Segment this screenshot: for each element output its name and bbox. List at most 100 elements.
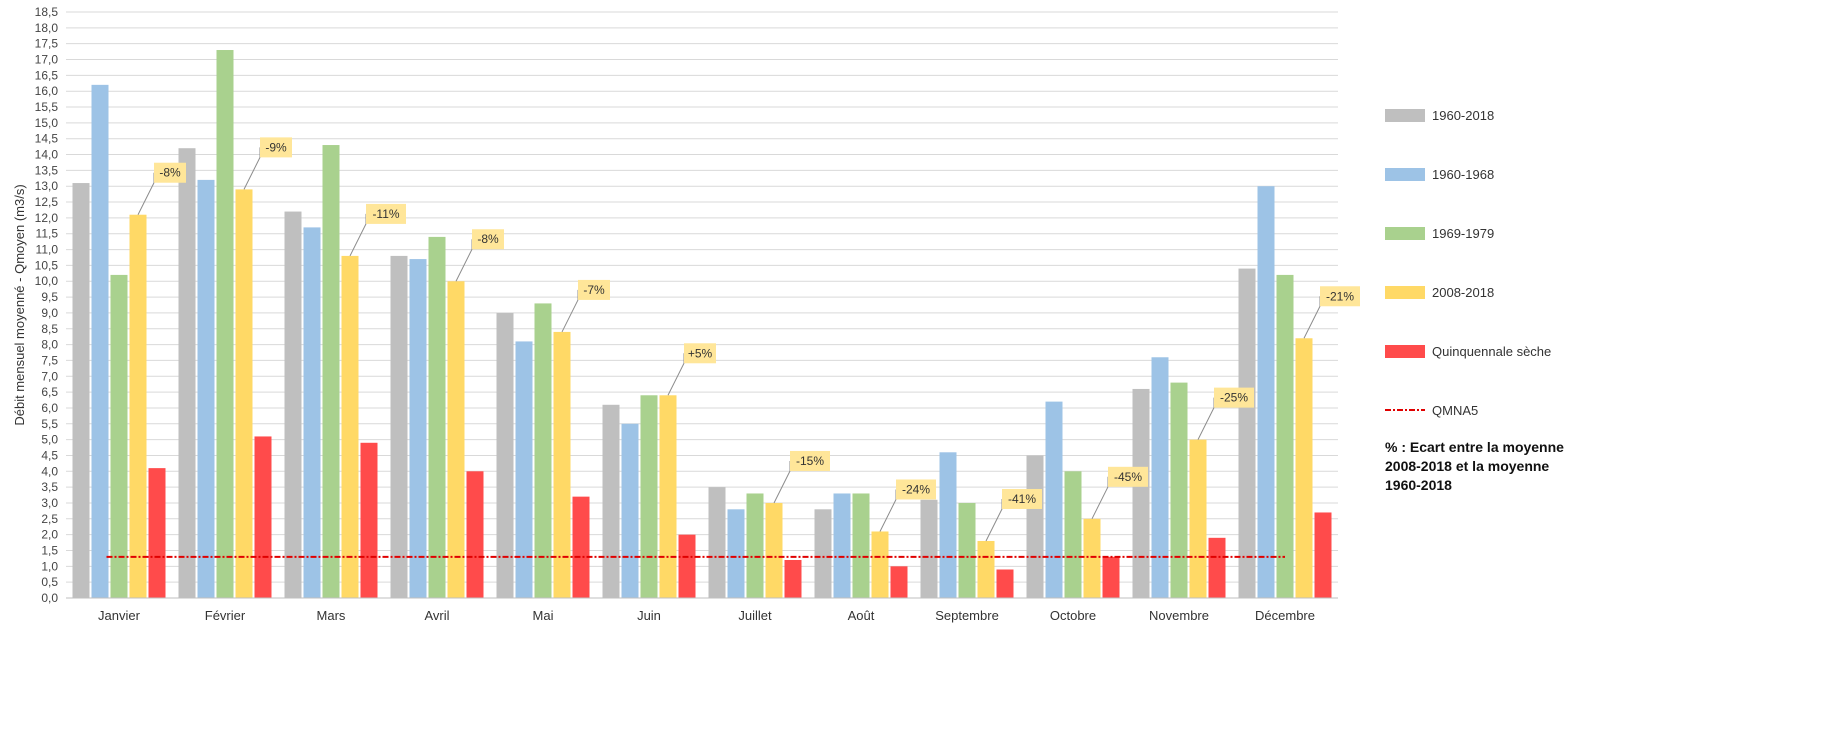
bar-1969-1979-Septembre [958, 502, 976, 598]
legend-label: 1969-1979 [1432, 226, 1494, 241]
x-tick-label: Avril [424, 608, 449, 623]
bar-2008-2018-Mai [553, 331, 571, 598]
legend: 1960-2018 1960-1968 1969-1979 2008-2018 Quin… [1385, 108, 1564, 493]
y-tick-label: 8,5 [41, 322, 58, 336]
y-tick-label: 1,0 [41, 559, 58, 573]
y-tick-label: 15,0 [35, 116, 59, 130]
bar-Quinquennale sèche-Janvier [148, 468, 166, 598]
y-tick-label: 11,5 [36, 227, 59, 241]
legend-label: 1960-1968 [1432, 167, 1494, 182]
callout-leader [137, 172, 155, 215]
y-tick-label: 9,0 [41, 306, 58, 320]
y-tick-label: 0,0 [41, 591, 58, 605]
x-tick-label: Mars [317, 608, 346, 623]
callout-leader [1091, 476, 1109, 520]
bar-1969-1979-Février [216, 50, 234, 599]
y-tick-label: 5,5 [41, 417, 58, 431]
callout-box [578, 279, 610, 300]
callout-label: -24% [902, 482, 930, 496]
callout-label: +5% [688, 346, 713, 360]
bar-1969-1979-Mars [322, 145, 340, 598]
bar-1960-2018-Octobre [1026, 455, 1044, 598]
bar-2008-2018-Octobre [1083, 518, 1101, 598]
legend-label: 1960-2018 [1432, 108, 1494, 123]
bar-1960-2018-Septembre [920, 499, 938, 598]
bar-1960-2018-Mars [284, 211, 302, 598]
bar-Quinquennale sèche-Septembre [996, 569, 1014, 598]
x-tick-label: Juin [637, 608, 661, 623]
y-tick-label: 9,5 [41, 290, 58, 304]
bar-1960-1968-Mai [515, 341, 533, 598]
bar-2008-2018-Novembre [1189, 439, 1207, 598]
y-tick-label: 13,5 [35, 163, 59, 177]
note-text: 2008-2018 et la moyenne [1385, 458, 1549, 474]
callout-label: -8% [159, 166, 181, 180]
bar-2008-2018-Juin [659, 395, 677, 598]
note-text: % : Ecart entre la moyenne [1385, 439, 1564, 455]
y-axis-title: Débit mensuel moyenné - Qmoyen (m3/s) [12, 184, 27, 425]
x-tick-label: Janvier [98, 608, 141, 623]
bar-2008-2018-Juillet [765, 502, 783, 598]
bar-Quinquennale sèche-Février [254, 436, 272, 598]
bar-1969-1979-Juillet [746, 493, 764, 598]
y-tick-label: 5,0 [41, 433, 58, 447]
bar-1960-2018-Avril [390, 255, 408, 598]
callout-label: -11% [372, 207, 399, 221]
legend-swatch [1385, 345, 1425, 358]
bar-1969-1979-Avril [428, 236, 446, 599]
bars [72, 50, 1332, 599]
y-tick-label: 11,0 [36, 243, 59, 257]
bar-1969-1979-Décembre [1276, 274, 1294, 598]
grid [66, 11, 1338, 599]
bar-1960-2018-Décembre [1238, 268, 1256, 598]
bar-1960-1968-Juillet [727, 509, 745, 598]
callout-leader [1197, 397, 1215, 440]
y-tick-label: 12,0 [35, 211, 59, 225]
bar-Quinquennale sèche-Avril [466, 471, 484, 598]
callout-label: -41% [1008, 492, 1036, 506]
y-tick-label: 15,5 [35, 100, 59, 114]
callout-box [790, 450, 830, 471]
bar-Quinquennale sèche-Décembre [1314, 512, 1332, 598]
y-tick-label: 6,5 [41, 385, 58, 399]
callout-box [684, 343, 716, 364]
y-tick-label: 8,0 [41, 338, 58, 352]
bar-1960-1968-Novembre [1151, 357, 1169, 598]
legend-label: Quinquennale sèche [1432, 344, 1551, 359]
x-tick-label: Novembre [1149, 608, 1209, 623]
bar-1960-2018-Mai [496, 312, 514, 598]
callout-leader [455, 239, 473, 282]
bar-1969-1979-Mai [534, 303, 552, 598]
y-tick-label: 0,5 [41, 575, 58, 589]
callout-leader [1303, 296, 1321, 339]
bar-1960-2018-Janvier [72, 183, 90, 598]
bar-1969-1979-Janvier [110, 274, 128, 598]
callout-box [1108, 466, 1148, 487]
x-tick-label: Septembre [935, 608, 999, 623]
bar-2008-2018-Août [871, 531, 889, 598]
bar-1969-1979-Octobre [1064, 471, 1082, 598]
bar-1960-1968-Août [833, 493, 851, 598]
callout-leader [667, 353, 685, 396]
bar-1969-1979-Août [852, 493, 870, 598]
y-tick-label: 14,5 [35, 132, 59, 146]
y-tick-label: 17,5 [35, 37, 59, 51]
callout-box [1002, 488, 1042, 509]
bar-1960-1968-Mars [303, 227, 321, 598]
bar-Quinquennale sèche-Mai [572, 496, 590, 598]
callout-label: -8% [477, 232, 499, 246]
bar-1969-1979-Juin [640, 395, 658, 598]
callout-box [1320, 286, 1360, 307]
legend-label: QMNA5 [1432, 403, 1478, 418]
y-tick-label: 14,0 [35, 148, 59, 162]
y-tick-label: 10,0 [35, 274, 59, 288]
y-tick-label: 18,0 [35, 21, 59, 35]
x-tick-label: Mai [533, 608, 554, 623]
legend-swatch [1385, 168, 1425, 181]
bar-1960-1968-Juin [621, 423, 639, 598]
legend-swatch [1385, 109, 1425, 122]
x-tick-label: Décembre [1255, 608, 1315, 623]
bar-1960-2018-Février [178, 148, 196, 599]
